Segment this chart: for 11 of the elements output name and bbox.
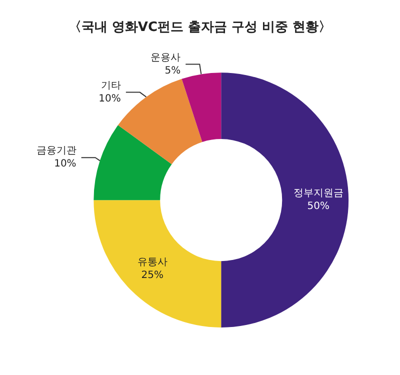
data-label: 10% [98, 93, 121, 104]
slice-label: 금융기관 [36, 146, 76, 157]
chart-title: 〈국내 영화VC펀드 출자금 구성 비중 현황〉 [68, 20, 332, 35]
data-label: 5% [164, 65, 181, 76]
data-label: 50% [307, 201, 330, 212]
slice-label: 정부지원금 [293, 188, 344, 200]
data-label: 25% [141, 270, 164, 281]
slice-label: 유통사 [137, 256, 168, 268]
data-label: 10% [54, 158, 76, 170]
slice-label: 기타 [100, 80, 121, 92]
slice-label: 운용사 [150, 52, 181, 64]
